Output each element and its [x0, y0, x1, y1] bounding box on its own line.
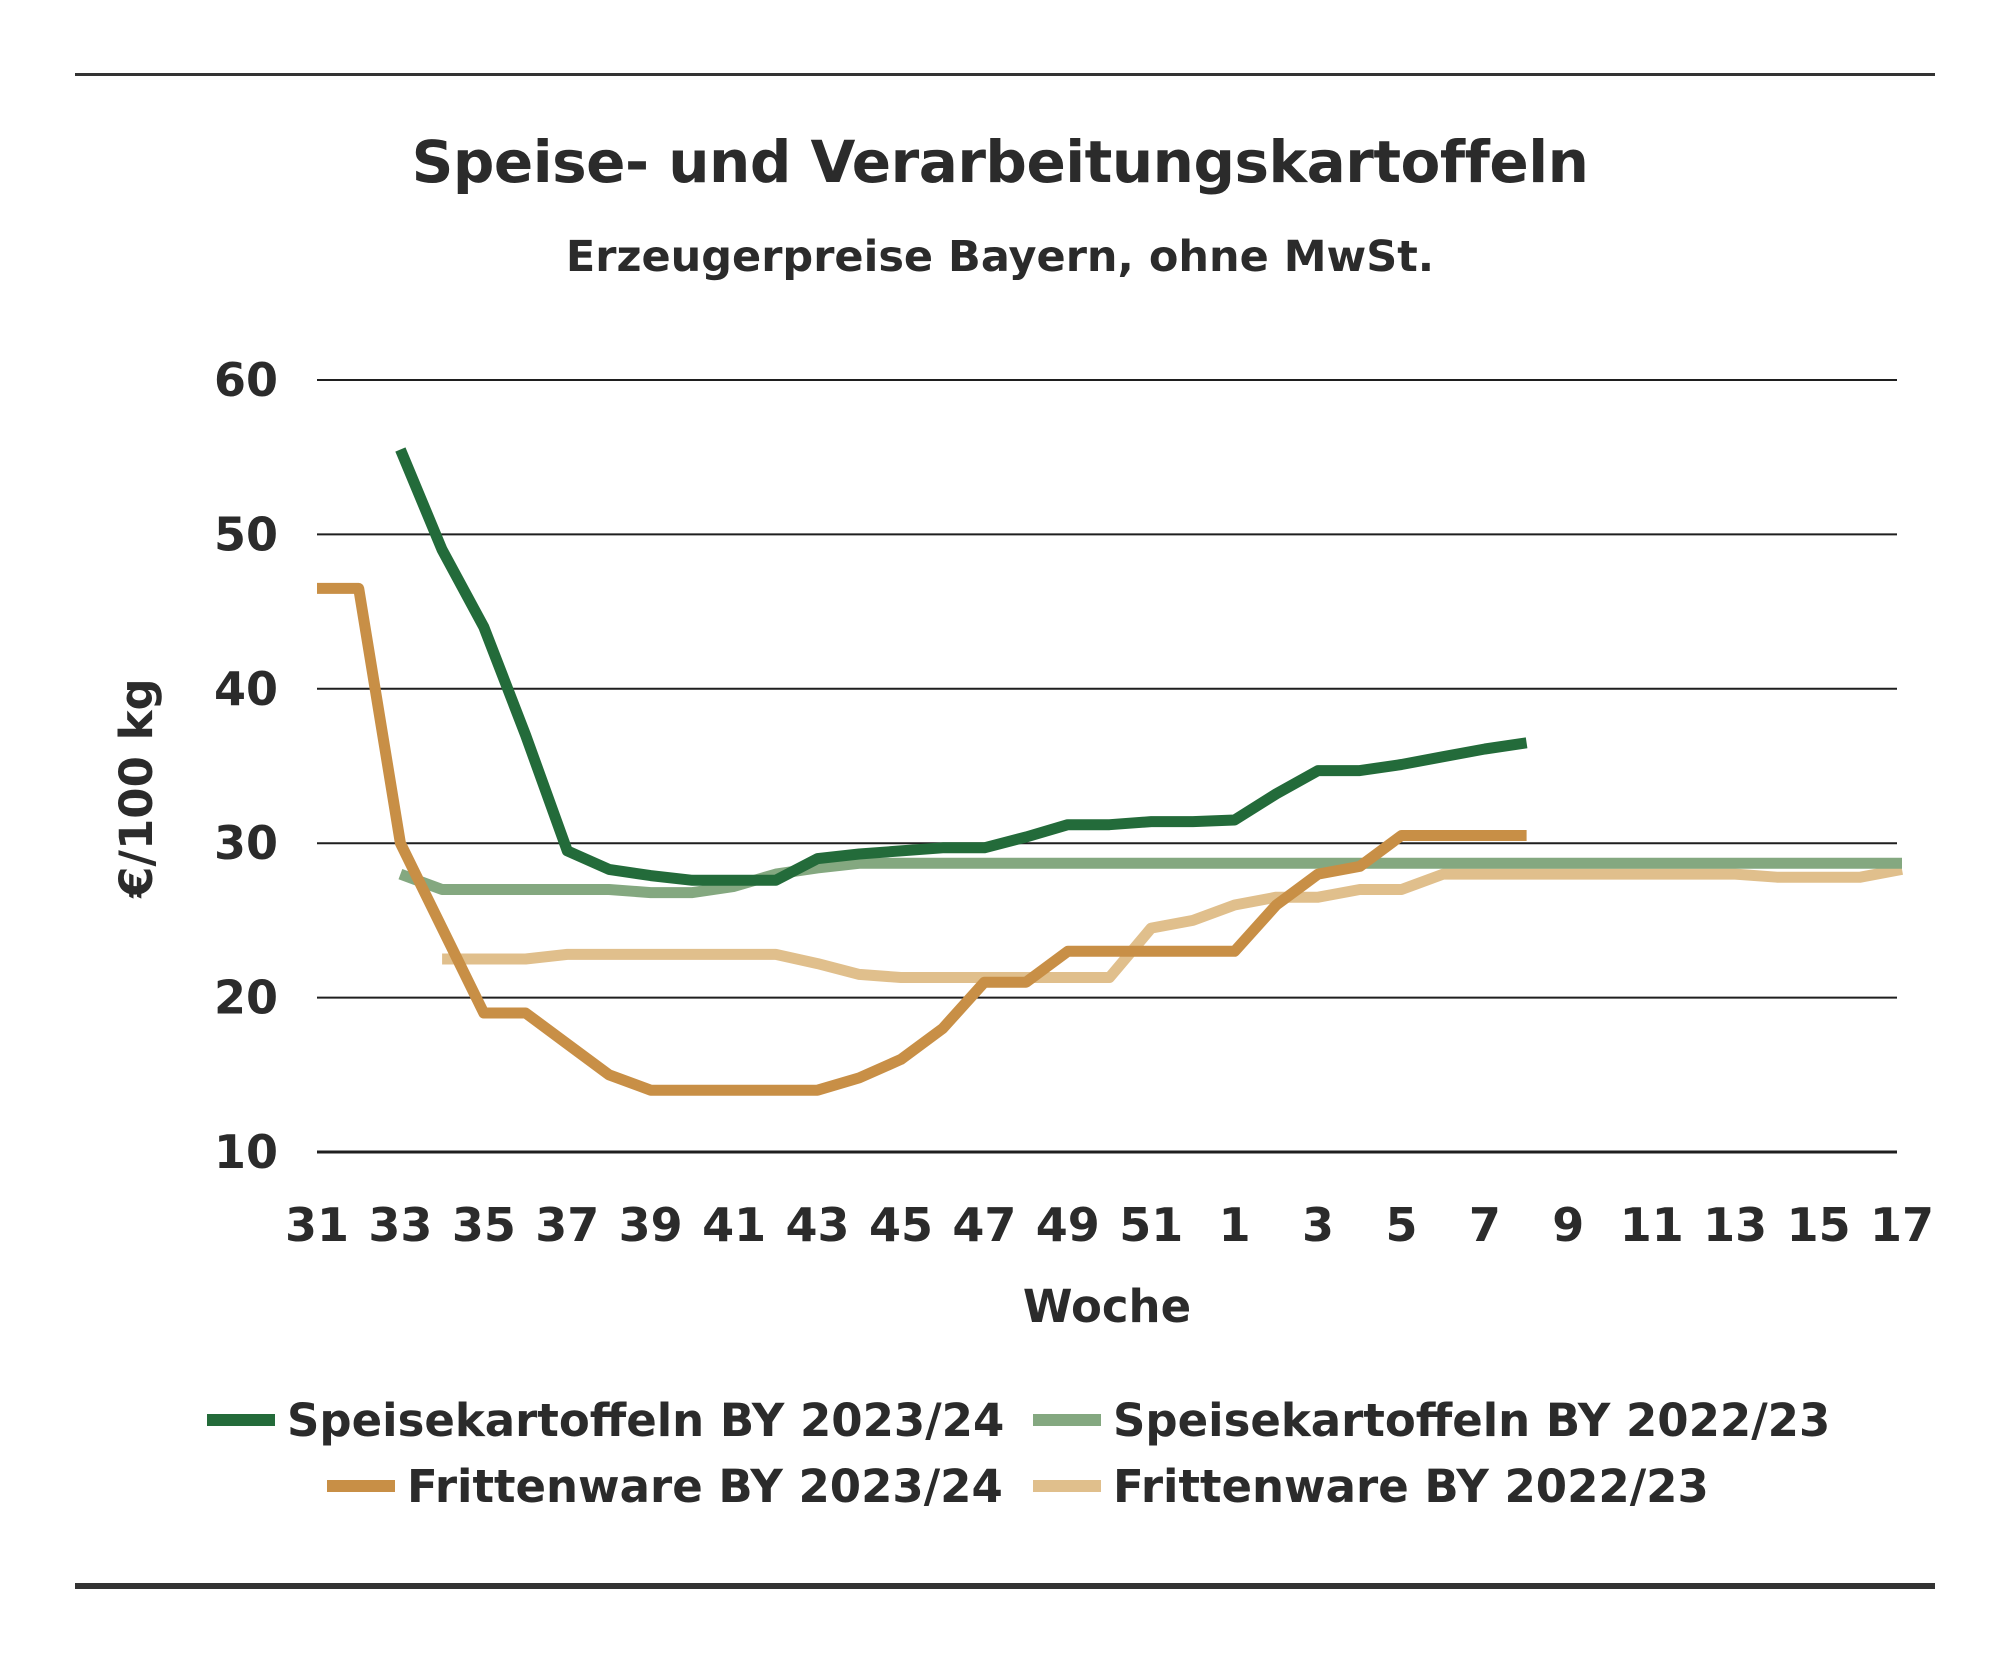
y-axis-label: €/100 kg [110, 678, 163, 899]
legend-label-series-1: Speisekartoffeln BY 2023/24 [287, 1393, 1005, 1447]
x-tick-label: 37 [535, 1198, 599, 1252]
x-tick-label: 7 [1469, 1198, 1501, 1252]
x-tick-label: 5 [1385, 1198, 1417, 1252]
top-rule [75, 73, 1935, 76]
x-tick-label: 51 [1119, 1198, 1183, 1252]
y-tick-label: 20 [214, 971, 278, 1025]
x-tick-label: 47 [952, 1198, 1016, 1252]
x-tick-label: 31 [285, 1198, 349, 1252]
chart-title: Speise- und Verarbeitungskartoffeln [411, 128, 1589, 196]
legend-swatch-series-4 [1033, 1480, 1101, 1492]
y-tick-label: 40 [214, 662, 278, 716]
x-tick-label: 35 [452, 1198, 516, 1252]
x-tick-label: 17 [1870, 1198, 1934, 1252]
x-tick-label: 13 [1703, 1198, 1767, 1252]
x-tick-label: 33 [368, 1198, 432, 1252]
x-tick-label: 41 [702, 1198, 766, 1252]
series-line-3 [317, 582, 1527, 1096]
series-line-2 [398, 857, 1902, 899]
legend-swatch-series-1 [207, 1414, 275, 1426]
x-tick-labels: 31 33 35 37 39 41 43 45 47 49 51 1 3 5 7 9 11 13 15 17 [285, 1198, 1934, 1252]
legend-item-series-3: Frittenware BY 2023/24 [327, 1456, 1003, 1516]
chart-subtitle: Erzeugerpreise Bayern, ohne MwSt. [565, 232, 1435, 282]
x-tick-label: 39 [619, 1198, 683, 1252]
legend-swatch-series-2 [1033, 1414, 1101, 1426]
y-tick-label: 50 [214, 507, 278, 561]
bottom-rule [75, 1583, 1935, 1589]
series-lines [317, 447, 1904, 1096]
x-tick-label: 11 [1620, 1198, 1684, 1252]
legend-label-series-3: Frittenware BY 2023/24 [407, 1459, 1003, 1513]
legend-item-series-4: Frittenware BY 2022/23 [1033, 1456, 1709, 1516]
y-tick-label: 60 [214, 353, 278, 407]
legend-swatch-series-3 [327, 1480, 395, 1492]
x-tick-label: 15 [1787, 1198, 1851, 1252]
series-line-4 [442, 863, 1904, 983]
grid-lines [317, 379, 1897, 1154]
x-tick-label: 1 [1219, 1198, 1251, 1252]
legend-label-series-4: Frittenware BY 2022/23 [1113, 1459, 1709, 1513]
x-tick-label: 9 [1552, 1198, 1584, 1252]
x-axis-label: Woche [1023, 1280, 1191, 1333]
y-tick-labels: 10 20 30 40 50 60 [214, 353, 278, 1179]
x-tick-label: 49 [1036, 1198, 1100, 1252]
y-tick-label: 30 [214, 816, 278, 870]
legend-item-series-2: Speisekartoffeln BY 2022/23 [1033, 1390, 1830, 1450]
x-tick-label: 43 [786, 1198, 850, 1252]
series-line-1 [395, 447, 1528, 886]
legend-label-series-2: Speisekartoffeln BY 2022/23 [1113, 1393, 1831, 1447]
y-tick-label: 10 [214, 1125, 278, 1179]
x-tick-label: 45 [869, 1198, 933, 1252]
legend-item-series-1: Speisekartoffeln BY 2023/24 [207, 1390, 1004, 1450]
x-tick-label: 3 [1302, 1198, 1334, 1252]
